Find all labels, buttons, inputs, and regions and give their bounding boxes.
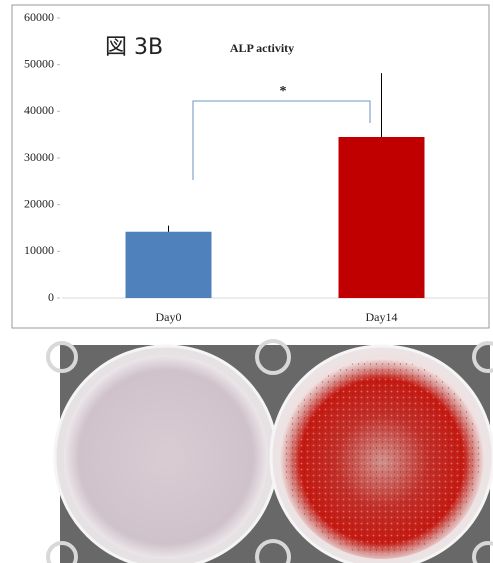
figure-label: 図 3B [105, 35, 163, 60]
x-tick-label: Day0 [156, 310, 182, 324]
well-plate-photo [48, 341, 493, 563]
bar [126, 232, 212, 298]
y-tick-label: 40000 [24, 103, 54, 117]
y-tick-label: 60000 [24, 10, 54, 24]
y-tick-label: 0 [48, 290, 54, 304]
y-tick-label: 30000 [24, 150, 54, 164]
y-tick-label: 20000 [24, 196, 54, 210]
figure: 図 3B ALP activity * 0 10000 20000 30000 4000… [0, 0, 493, 563]
page: 図 3B ALP activity * 0 10000 20000 30000 4000… [0, 0, 493, 563]
y-tick-label: 50000 [24, 56, 54, 70]
chart-title: ALP activity [230, 41, 294, 55]
bar [339, 137, 425, 298]
significance-marker: * [280, 84, 287, 99]
y-tick-label: 10000 [24, 243, 54, 257]
x-tick-label: Day14 [366, 310, 398, 324]
